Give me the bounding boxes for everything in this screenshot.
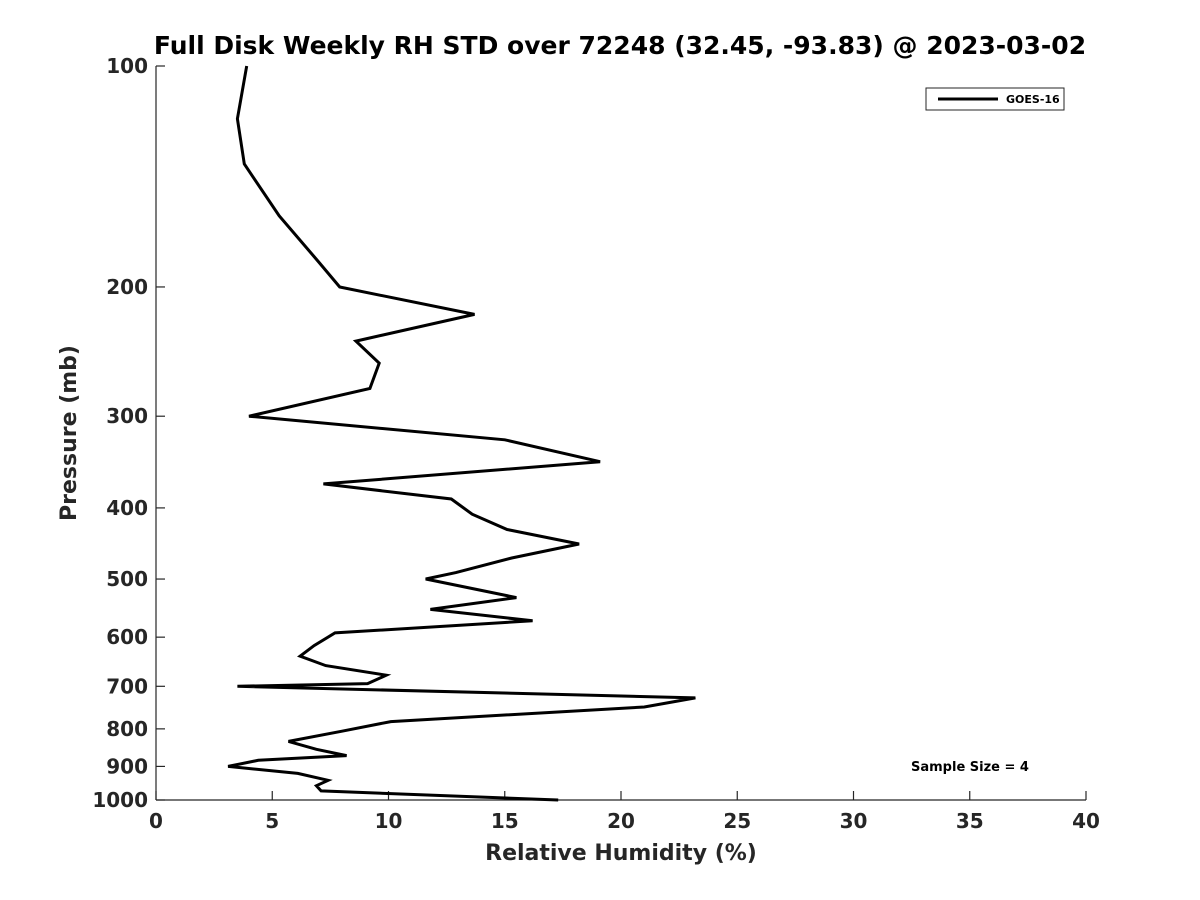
series-layer bbox=[227, 65, 696, 802]
x-tick-label: 20 bbox=[607, 809, 635, 833]
x-tick-label: 40 bbox=[1072, 809, 1100, 833]
x-tick-label: 30 bbox=[840, 809, 868, 833]
y-tick-label: 300 bbox=[106, 404, 148, 428]
legend-label: GOES-16 bbox=[1006, 93, 1060, 106]
chart-title: Full Disk Weekly RH STD over 72248 (32.4… bbox=[154, 31, 1086, 60]
legend: GOES-16 bbox=[925, 87, 1065, 111]
x-ticks: 0 5 10 15 20 25 30 35 40 bbox=[149, 791, 1100, 833]
x-tick-label: 5 bbox=[265, 809, 279, 833]
x-tick-label: 0 bbox=[149, 809, 163, 833]
y-tick-label: 600 bbox=[106, 625, 148, 649]
y-tick-label: 400 bbox=[106, 496, 148, 520]
x-tick-label: 10 bbox=[375, 809, 403, 833]
y-tick-label: 800 bbox=[106, 717, 148, 741]
y-axis-label: Pressure (mb) bbox=[57, 345, 82, 521]
x-tick-label: 35 bbox=[956, 809, 984, 833]
series-line-goes-16 bbox=[227, 65, 696, 802]
y-tick-label: 900 bbox=[106, 754, 148, 778]
y-tick-label: 700 bbox=[106, 674, 148, 698]
y-tick-label: 100 bbox=[106, 54, 148, 78]
y-tick-label: 200 bbox=[106, 275, 148, 299]
x-tick-label: 25 bbox=[723, 809, 751, 833]
x-tick-label: 15 bbox=[491, 809, 519, 833]
y-tick-label: 1000 bbox=[92, 788, 148, 812]
plot-area: 0 5 10 15 20 25 30 35 40 100 200 300 400 500 600 700 80… bbox=[92, 54, 1100, 833]
y-ticks: 100 200 300 400 500 600 700 800 900 1000 bbox=[92, 54, 165, 812]
sample-size-annotation: Sample Size = 4 bbox=[911, 760, 1029, 775]
y-tick-label: 500 bbox=[106, 567, 148, 591]
x-axis-label: Relative Humidity (%) bbox=[485, 841, 757, 866]
